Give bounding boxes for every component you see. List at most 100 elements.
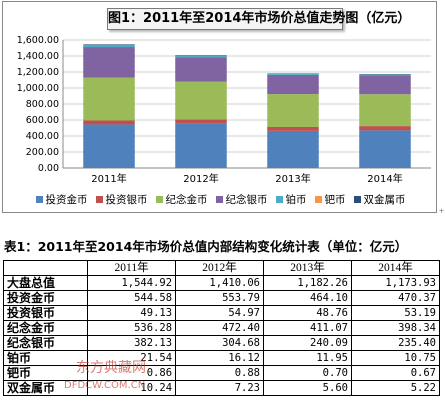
bar-segment <box>359 74 411 76</box>
bar-segment <box>175 119 227 124</box>
bar-segment <box>83 124 135 168</box>
watermark-logo: 东方典藏网 DFDCW.COM.CN <box>64 360 146 394</box>
table-header-cell: 2011年 <box>87 260 177 276</box>
y-tick-label: 1,200.00 <box>17 67 59 78</box>
table-row-label: 纪念金币 <box>2 320 89 336</box>
legend-label: 纪念银币 <box>225 194 268 206</box>
table-cell: 240.09 <box>263 335 352 351</box>
bar-segment <box>83 45 135 48</box>
table-cell: 10.75 <box>350 350 441 366</box>
table-cell: 411.07 <box>263 320 352 336</box>
legend-label: 投资银币 <box>105 194 148 206</box>
table-cell: 1,173.93 <box>350 275 441 291</box>
bar-segment <box>175 55 227 58</box>
table-cell: 49.13 <box>87 305 177 321</box>
bar-segment <box>267 130 319 168</box>
table-cell: 464.10 <box>263 290 352 306</box>
table-cell: 11.95 <box>263 350 352 366</box>
bar-segment <box>175 81 227 120</box>
table-cell: 544.58 <box>87 290 177 306</box>
table-cell: 1,410.06 <box>175 275 264 291</box>
table-cell: 5.22 <box>350 380 441 396</box>
table-cell: 1,544.92 <box>87 275 177 291</box>
table-cell: 382.13 <box>87 335 177 351</box>
table-cell: 398.34 <box>350 320 441 336</box>
bar-segment <box>359 130 411 168</box>
legend-label: 纪念金币 <box>165 194 208 206</box>
y-tick-label: 1,400.00 <box>17 51 59 62</box>
y-tick-label: 1,000.00 <box>17 83 59 94</box>
table-row-label: 投资银币 <box>2 305 89 321</box>
table-cell: 0.70 <box>263 365 352 381</box>
legend-item: 投资银币 <box>95 192 148 207</box>
legend-item: 投资金币 <box>35 192 88 207</box>
bar-segment <box>359 94 411 127</box>
legend-swatch <box>275 196 283 203</box>
chart-legend: 投资金币 投资银币 纪念金币 纪念银币 铂币 钯币 双金属币 <box>3 192 438 207</box>
bar-segment <box>267 74 319 95</box>
table-cell: 1,182.26 <box>263 275 352 291</box>
x-tick-label: 2011年 <box>91 172 126 185</box>
chart-panel: 0.00 200.00 400.00 600.00 800.00 1,000.00 1,20… <box>2 1 437 213</box>
legend-item: 铂币 <box>275 192 307 207</box>
table-cell: 7.23 <box>175 380 264 396</box>
table-cell: 472.40 <box>175 320 264 336</box>
legend-item: 钯币 <box>314 192 346 207</box>
table-row: 大盘总值 1,544.92 1,410.06 1,182.26 1,173.93 <box>2 275 441 291</box>
legend-swatch <box>155 196 163 203</box>
table-row-label: 双金属币 <box>2 380 89 396</box>
legend-label: 铂币 <box>285 194 307 206</box>
table-cell: 235.40 <box>350 335 441 351</box>
y-tick-label: 400.00 <box>26 131 59 142</box>
table-row: 双金属币 10.24 7.23 5.60 5.22 <box>2 380 441 396</box>
legend-label: 投资金币 <box>45 194 88 206</box>
table-cell: 54.97 <box>175 305 264 321</box>
table-row-label: 铂币 <box>2 350 89 366</box>
bar-segment <box>267 126 319 131</box>
watermark-line: 东方典藏网 <box>76 360 146 376</box>
x-tick-label: 2014年 <box>367 172 402 185</box>
bar-segment <box>359 126 411 131</box>
table-row: 纪念金币 536.28 472.40 411.07 398.34 <box>2 320 441 336</box>
legend-swatch <box>215 196 223 203</box>
table-row: 铂币 21.54 16.12 11.95 10.75 <box>2 350 441 366</box>
x-tick-label: 2013年 <box>275 172 310 185</box>
y-tick-label: 600.00 <box>26 115 59 126</box>
bar-segment <box>83 47 135 78</box>
table-row: 纪念银币 382.13 304.68 240.09 235.40 <box>2 335 441 351</box>
bar-segment <box>359 75 411 95</box>
table-row: 投资金币 544.58 553.79 464.10 470.37 <box>2 290 441 306</box>
table-cell: 10.24 <box>87 380 177 396</box>
table-cell: 470.37 <box>350 290 441 306</box>
y-tick-label: 200.00 <box>26 147 59 158</box>
table-row-label: 大盘总值 <box>2 275 89 291</box>
legend-item: 纪念金币 <box>155 192 208 207</box>
legend-swatch <box>35 196 43 203</box>
bar-segment <box>83 44 135 46</box>
watermark-line: DFDCW.COM.CN <box>64 380 146 391</box>
legend-item: 纪念银币 <box>215 192 268 207</box>
bar-segment <box>175 123 227 168</box>
legend-swatch <box>314 196 322 203</box>
bar-segment <box>83 77 135 121</box>
resize-handle-icon: + <box>439 206 445 216</box>
table-cell: 304.68 <box>175 335 264 351</box>
x-tick-label: 2012年 <box>183 172 218 185</box>
table-title: 表1：2011年至2014年市场价总值内部结构变化统计表（单位：亿元） <box>4 239 408 254</box>
bar-segment <box>267 94 319 127</box>
y-tick-label: 1,600.00 <box>17 35 59 46</box>
structure-table: 2011年 2012年 2013年 2014年 大盘总值 1,544.92 1,41… <box>2 260 441 396</box>
legend-swatch <box>95 196 103 203</box>
bar-segment <box>175 57 227 82</box>
table-cell: 536.28 <box>87 320 177 336</box>
legend-item: 双金属币 <box>353 192 406 207</box>
y-tick-label: 0.00 <box>38 163 59 174</box>
legend-swatch <box>353 196 361 203</box>
bar-segment <box>267 73 319 75</box>
table-row-label: 纪念银币 <box>2 335 89 351</box>
table-header-cell: 2014年 <box>350 260 441 276</box>
bar-segment <box>175 55 227 56</box>
table-cell: 0.67 <box>350 365 441 381</box>
table-cell: 53.19 <box>350 305 441 321</box>
table-cell: 16.12 <box>175 350 264 366</box>
